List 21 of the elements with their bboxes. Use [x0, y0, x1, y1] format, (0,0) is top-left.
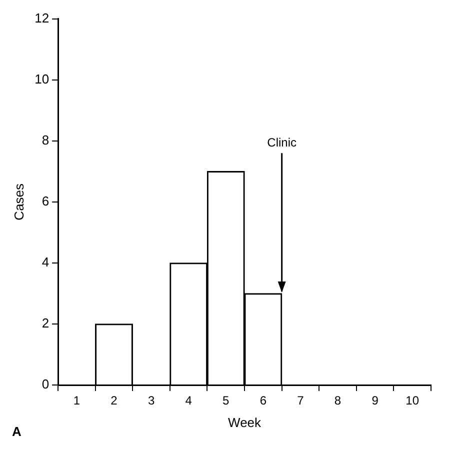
x-tick-label: 7: [297, 394, 304, 408]
y-tick-label: 2: [42, 316, 50, 331]
x-tick-label: 3: [148, 394, 155, 408]
y-tick-label: 0: [42, 376, 50, 392]
y-tick-label: 4: [42, 254, 50, 270]
x-tick-label: 8: [334, 394, 342, 408]
x-axis-title: Week: [228, 414, 262, 430]
x-tick-label: 10: [406, 394, 420, 408]
annotation: Clinic: [267, 135, 296, 150]
y-tick-label: 10: [34, 71, 50, 86]
text: A: [12, 424, 22, 440]
x-tick-label: 4: [185, 394, 192, 408]
x-tick-label: 9: [372, 394, 379, 408]
x-tick-label: 6: [260, 394, 267, 408]
x-tick-label: 5: [222, 394, 230, 408]
x-tick-label: 1: [73, 394, 80, 408]
y-tick-label: 8: [42, 132, 50, 148]
y-tick-label: 6: [42, 193, 50, 208]
y-axis-title: Cases: [11, 182, 26, 220]
y-tick-label: 12: [34, 10, 50, 26]
x-tick-label: 2: [110, 394, 118, 408]
